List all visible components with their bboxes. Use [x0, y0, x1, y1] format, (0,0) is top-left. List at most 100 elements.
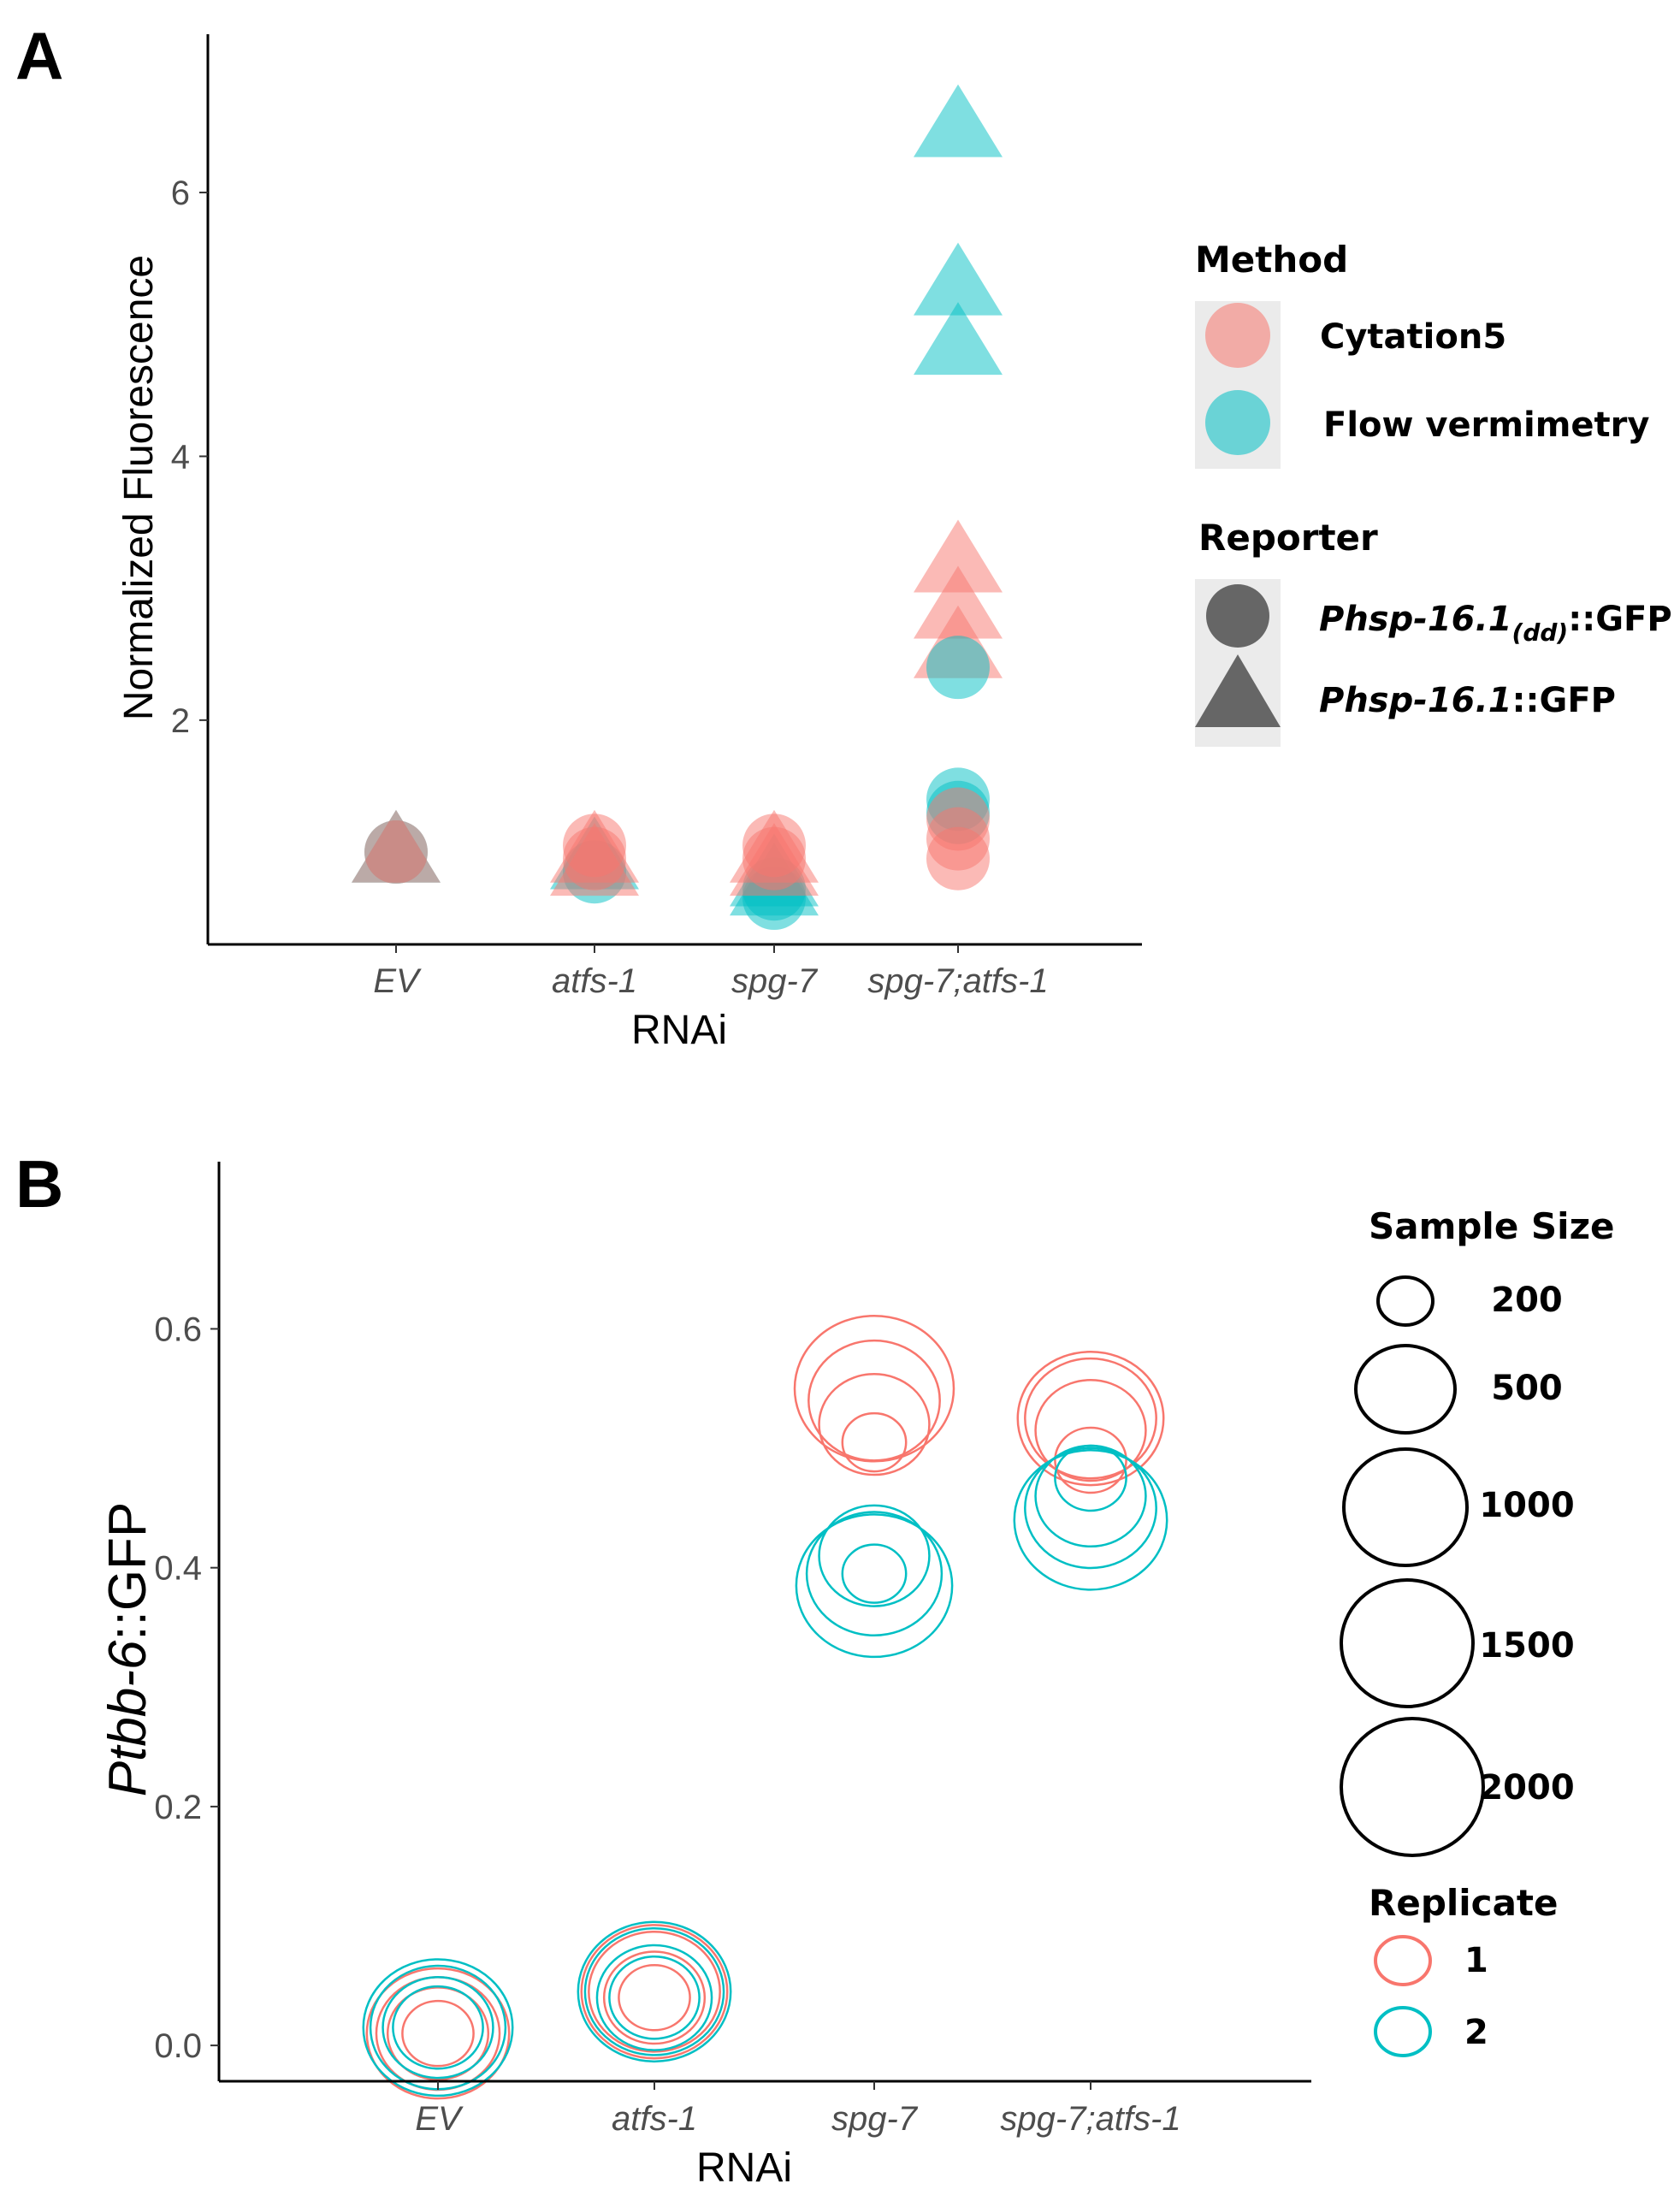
data-point-triangle — [914, 519, 1003, 593]
data-point-ring — [362, 1958, 514, 2098]
data-point-ring — [386, 1986, 490, 2081]
data-point-ring — [807, 1339, 941, 1462]
legend-reporter-dd-prefix: Phsp-16.1 — [1319, 600, 1512, 639]
data-point-triangle — [914, 242, 1003, 316]
y-tick-label: 0.4 — [154, 1550, 202, 1588]
data-point-ring — [1024, 1357, 1157, 1480]
legend-reporter-dd-suffix: ::GFP — [1568, 600, 1671, 639]
data-point-ring — [365, 1967, 511, 2100]
data-point-ring — [595, 1944, 713, 2051]
x-tick-label-spg-7-atfs-1: spg-7;atfs-1 — [1000, 2100, 1180, 2138]
x-tick-label-spg-7-atfs-1: spg-7;atfs-1 — [867, 962, 1048, 1000]
legend-reporter-label: Phsp-16.1::GFP — [1319, 681, 1616, 720]
panel-b-legend: Sample Size 200 500 1000 1500 2000 Repli… — [1340, 1205, 1615, 2057]
data-point-ring — [369, 1964, 507, 2091]
data-point-ring — [1016, 1351, 1165, 1487]
x-tick-label-spg-7: spg-7 — [731, 962, 819, 1000]
legend-method-title: Method — [1195, 239, 1348, 281]
panel-b-y-ticks: 0.0 0.2 0.4 0.6 — [154, 1311, 219, 2065]
legend-size-1500-label: 1500 — [1479, 1626, 1574, 1666]
data-point-circle — [364, 820, 428, 885]
y-tick-label: 0.2 — [154, 1789, 202, 1826]
panel-a-y-ticks: 2 4 6 — [171, 175, 208, 740]
legend-reporter-dd-subscript: (dd) — [1512, 618, 1569, 647]
data-point-triangle — [914, 84, 1003, 157]
data-point-triangle — [914, 565, 1003, 639]
data-point-ring — [818, 1373, 931, 1476]
data-point-ring — [1034, 1378, 1147, 1482]
legend-cytation5-label: Cytation5 — [1320, 317, 1506, 357]
data-point-ring — [588, 1930, 721, 2053]
data-point-ring — [1034, 1444, 1147, 1548]
data-point-ring — [805, 1511, 944, 1637]
legend-cytation5-key — [1205, 303, 1270, 368]
data-point-ring — [793, 1315, 955, 1463]
x-tick-label-ev: EV — [415, 2100, 464, 2138]
data-point-ring — [583, 1926, 725, 2056]
y-tick-label: 2 — [171, 702, 190, 740]
panel-b-x-axis-title: RNAi — [696, 2145, 792, 2191]
panel-a-legend: Method Cytation5 Flow vermimetry Reporte… — [1195, 239, 1672, 747]
x-tick-label-ev: EV — [373, 962, 422, 1000]
legend-size-1000-label: 1000 — [1479, 1486, 1574, 1525]
data-point-ring — [577, 1920, 732, 2063]
legend-size-500-label: 500 — [1491, 1369, 1563, 1408]
panel-b-y-axis-title-suffix: ::GFP — [98, 1502, 157, 1641]
data-point-ring — [602, 1950, 707, 2045]
data-point-ring — [401, 1999, 475, 2068]
legend-replicate-2-key — [1374, 2006, 1432, 2057]
legend-reporter-suffix: ::GFP — [1512, 681, 1616, 720]
panel-a-x-ticks: EV atfs-1 spg-7 spg-7;atfs-1 — [373, 944, 1049, 1000]
legend-sample-size-title: Sample Size — [1369, 1205, 1615, 1247]
data-point-circle — [926, 636, 990, 700]
legend-replicate-1-key — [1374, 1935, 1432, 1986]
y-tick-label: 4 — [171, 438, 190, 476]
data-point-circle — [926, 826, 990, 890]
legend-size-200-label: 200 — [1491, 1281, 1563, 1320]
legend-size-2000-label: 2000 — [1479, 1768, 1574, 1808]
panel-b-letter: B — [15, 1146, 63, 1222]
data-point-ring — [1013, 1449, 1168, 1591]
y-tick-label: 0.6 — [154, 1311, 202, 1348]
data-point-ring — [841, 1411, 908, 1473]
x-tick-label-atfs-1: atfs-1 — [552, 962, 637, 1000]
data-point-ring — [1024, 1447, 1157, 1570]
panel-a: A 2 4 6 EV atfs-1 spg-7 spg-7;atfs-1 RNAi Nor… — [15, 18, 1672, 1053]
data-point-ring — [382, 1976, 494, 2080]
legend-circle-reporter-key — [1206, 584, 1269, 648]
panel-b: B 0.0 0.2 0.4 0.6 EV atfs-1 spg-7 spg-7;atfs-1… — [15, 1146, 1615, 2191]
data-point-ring — [392, 1985, 484, 2070]
data-point-ring — [608, 1955, 701, 2040]
legend-size-200-key — [1376, 1275, 1435, 1327]
panel-b-x-ticks: EV atfs-1 spg-7 spg-7;atfs-1 — [415, 2081, 1181, 2138]
data-point-circle — [563, 826, 626, 890]
legend-reporter-title: Reporter — [1198, 517, 1378, 559]
legend-triangle-reporter-key — [1195, 654, 1281, 727]
data-point-ring — [818, 1504, 931, 1607]
panel-b-points — [362, 1315, 1168, 2100]
legend-size-1000-key — [1342, 1447, 1469, 1567]
y-tick-label: 0.0 — [154, 2027, 202, 2065]
data-point-ring — [375, 1976, 501, 2092]
legend-replicate-1-label: 1 — [1464, 1941, 1488, 1980]
panel-a-letter: A — [15, 18, 63, 93]
panel-a-points — [352, 84, 1003, 931]
legend-replicate-title: Replicate — [1369, 1882, 1558, 1924]
panel-a-x-axis-title: RNAi — [631, 1008, 727, 1053]
data-point-ring — [618, 1964, 691, 2032]
x-tick-label-atfs-1: atfs-1 — [612, 2100, 697, 2138]
x-tick-label-spg-7: spg-7 — [831, 2100, 919, 2138]
legend-size-500-key — [1354, 1344, 1457, 1435]
legend-reporter-prefix: Phsp-16.1 — [1319, 681, 1512, 720]
panel-b-y-axis-title-italic: Ptbb-6 — [98, 1640, 157, 1796]
legend-flow-key — [1205, 390, 1270, 455]
legend-reporter-dd-label: Phsp-16.1(dd)::GFP — [1319, 600, 1672, 647]
data-point-ring — [841, 1543, 908, 1604]
legend-flow-label: Flow vermimetry — [1323, 405, 1649, 445]
legend-size-2000-key — [1340, 1717, 1485, 1857]
y-tick-label: 6 — [171, 175, 190, 212]
panel-b-y-axis-title: Ptbb-6::GFP — [98, 1502, 157, 1797]
data-point-circle — [742, 826, 806, 890]
panel-a-y-axis-title: Normalized Fluorescence — [116, 255, 162, 720]
